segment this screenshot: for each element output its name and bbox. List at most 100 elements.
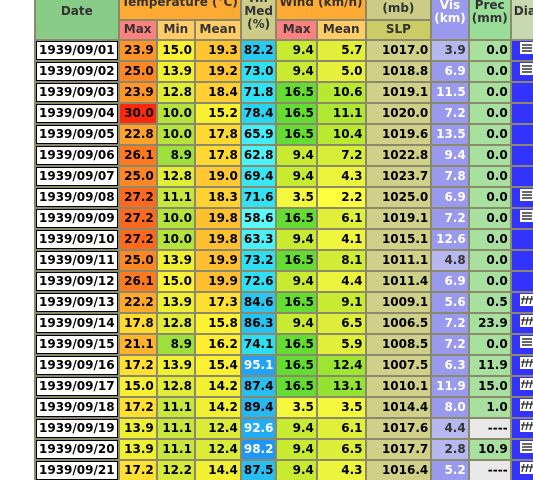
diary xyxy=(511,397,533,417)
row: 1939/09/01 23.9 15.0 19.3 82.2 9.4 5.7 1017.0 3.… xyxy=(36,40,533,60)
slp: 1023.7 xyxy=(366,166,431,186)
slp: 1017.7 xyxy=(366,439,431,459)
wind-max: 16.5 xyxy=(277,124,316,144)
vis: 7.2 xyxy=(432,334,468,354)
t-mean: 19.2 xyxy=(195,61,240,81)
wind-max: 9.4 xyxy=(277,439,316,459)
prec: 0.0 xyxy=(469,208,510,228)
humidity: 84.6 xyxy=(241,292,276,312)
diary xyxy=(511,439,533,459)
wind-max: 16.5 xyxy=(277,208,316,228)
prec: 15.0 xyxy=(469,376,510,396)
header-humidity: Hr. Med (%) xyxy=(241,0,276,39)
slp: 1011.4 xyxy=(366,271,431,291)
wind-mean: 10.6 xyxy=(317,82,365,102)
diary xyxy=(511,61,533,81)
diary xyxy=(511,187,533,207)
vis: 13.5 xyxy=(432,124,468,144)
humidity: 65.9 xyxy=(241,124,276,144)
t-mean: 14.2 xyxy=(195,397,240,417)
wind-mean: 4.4 xyxy=(317,271,365,291)
wind-mean: 4.1 xyxy=(317,229,365,249)
t-min: 12.8 xyxy=(157,166,194,186)
slp: 1018.8 xyxy=(366,61,431,81)
icon-overcast xyxy=(519,188,533,201)
wind-max: 16.5 xyxy=(277,103,316,123)
wind-mean: 3.5 xyxy=(317,397,365,417)
row: 1939/09/15 21.1 8.9 16.2 74.1 16.5 5.9 1008.5 7.… xyxy=(36,334,533,354)
t-mean: 19.8 xyxy=(195,208,240,228)
row: 1939/09/02 25.0 13.9 19.2 73.0 9.4 5.0 1018.8 6.… xyxy=(36,61,533,81)
diary xyxy=(511,208,533,228)
humidity: 82.2 xyxy=(241,40,276,60)
t-max: 22.8 xyxy=(119,124,156,144)
t-min: 11.1 xyxy=(157,397,194,417)
prec: 0.0 xyxy=(469,229,510,249)
slp: 1009.1 xyxy=(366,292,431,312)
vis: 5.2 xyxy=(432,460,468,480)
wind-mean: 8.1 xyxy=(317,250,365,270)
humidity: 71.8 xyxy=(241,82,276,102)
diary xyxy=(511,271,533,291)
header-date: Date xyxy=(36,0,118,39)
t-mean: 15.8 xyxy=(195,313,240,333)
wind-max: 9.4 xyxy=(277,145,316,165)
wind-max: 16.5 xyxy=(277,250,316,270)
wind-mean: 10.4 xyxy=(317,124,365,144)
diary xyxy=(511,229,533,249)
prec: 0.0 xyxy=(469,250,510,270)
t-min: 11.1 xyxy=(157,187,194,207)
humidity: 72.6 xyxy=(241,271,276,291)
date: 1939/09/04 xyxy=(36,103,118,123)
date: 1939/09/18 xyxy=(36,397,118,417)
t-min: 11.1 xyxy=(157,418,194,438)
slp: 1025.0 xyxy=(366,187,431,207)
icon-rain xyxy=(519,419,533,432)
prec: 0.0 xyxy=(469,61,510,81)
slp: 1011.1 xyxy=(366,250,431,270)
wind-mean: 5.9 xyxy=(317,334,365,354)
header-wmean: Mean xyxy=(317,21,365,39)
t-mean: 12.4 xyxy=(195,439,240,459)
row: 1939/09/10 27.2 10.0 19.8 63.3 9.4 4.1 1015.1 12… xyxy=(36,229,533,249)
date: 1939/09/02 xyxy=(36,61,118,81)
date: 1939/09/06 xyxy=(36,145,118,165)
prec: 0.0 xyxy=(469,271,510,291)
slp: 1010.1 xyxy=(366,376,431,396)
header-diary: Diary xyxy=(511,0,533,39)
wind-max: 9.4 xyxy=(277,418,316,438)
date: 1939/09/17 xyxy=(36,376,118,396)
icon-rain xyxy=(519,461,533,474)
wind-max: 9.4 xyxy=(277,460,316,480)
t-mean: 16.2 xyxy=(195,334,240,354)
t-min: 12.2 xyxy=(157,460,194,480)
t-mean: 18.3 xyxy=(195,187,240,207)
t-mean: 12.4 xyxy=(195,418,240,438)
vis: 12.6 xyxy=(432,229,468,249)
vis: 6.9 xyxy=(432,61,468,81)
slp: 1007.5 xyxy=(366,355,431,375)
vis: 9.4 xyxy=(432,145,468,165)
prec: 11.9 xyxy=(469,355,510,375)
date: 1939/09/21 xyxy=(36,460,118,480)
slp: 1017.6 xyxy=(366,418,431,438)
t-max: 15.0 xyxy=(119,376,156,396)
slp: 1014.4 xyxy=(366,397,431,417)
prec: 0.0 xyxy=(469,124,510,144)
date: 1939/09/20 xyxy=(36,439,118,459)
t-max: 22.2 xyxy=(119,292,156,312)
prec: 0.0 xyxy=(469,40,510,60)
t-min: 13.9 xyxy=(157,250,194,270)
slp: 1008.5 xyxy=(366,334,431,354)
header-vis: Vis (km) xyxy=(432,0,468,39)
vis: 6.3 xyxy=(432,355,468,375)
date: 1939/09/14 xyxy=(36,313,118,333)
wind-max: 16.5 xyxy=(277,292,316,312)
wind-max: 9.4 xyxy=(277,61,316,81)
humidity: 63.3 xyxy=(241,229,276,249)
header-tmax: Max xyxy=(119,21,156,39)
icon-rain xyxy=(519,293,533,306)
t-max: 17.8 xyxy=(119,313,156,333)
header-temperature: Temperature (°C) xyxy=(119,0,240,19)
t-max: 21.1 xyxy=(119,334,156,354)
